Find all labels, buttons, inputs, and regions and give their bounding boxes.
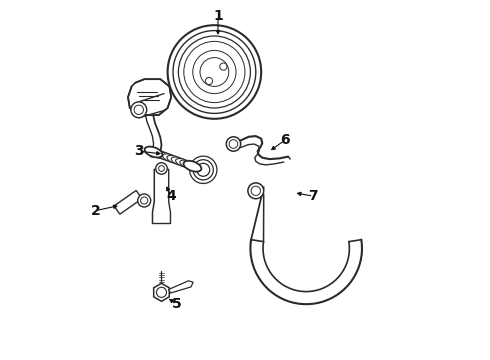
Circle shape bbox=[220, 63, 227, 70]
Circle shape bbox=[168, 25, 261, 119]
Circle shape bbox=[178, 36, 250, 108]
Ellipse shape bbox=[180, 160, 196, 169]
Ellipse shape bbox=[167, 156, 183, 165]
Text: 2: 2 bbox=[91, 204, 100, 217]
Circle shape bbox=[173, 31, 256, 113]
Circle shape bbox=[248, 183, 264, 199]
Circle shape bbox=[131, 102, 147, 118]
Ellipse shape bbox=[146, 148, 162, 157]
Polygon shape bbox=[154, 283, 169, 301]
Circle shape bbox=[190, 156, 217, 184]
Circle shape bbox=[184, 41, 245, 103]
Ellipse shape bbox=[158, 152, 175, 161]
Ellipse shape bbox=[154, 151, 171, 160]
Text: 1: 1 bbox=[213, 9, 223, 23]
Circle shape bbox=[159, 166, 164, 171]
Ellipse shape bbox=[172, 157, 188, 166]
Ellipse shape bbox=[163, 154, 179, 163]
Ellipse shape bbox=[145, 147, 163, 157]
Text: 5: 5 bbox=[172, 297, 181, 311]
Circle shape bbox=[205, 77, 213, 85]
Circle shape bbox=[251, 186, 261, 195]
Ellipse shape bbox=[184, 161, 201, 172]
Text: 3: 3 bbox=[134, 144, 144, 158]
Circle shape bbox=[156, 163, 167, 174]
Text: 4: 4 bbox=[166, 189, 176, 203]
Circle shape bbox=[141, 197, 148, 204]
Circle shape bbox=[193, 160, 213, 180]
Circle shape bbox=[134, 105, 144, 114]
Ellipse shape bbox=[149, 149, 166, 158]
Polygon shape bbox=[169, 281, 193, 293]
Polygon shape bbox=[128, 79, 171, 115]
Circle shape bbox=[138, 194, 151, 207]
Text: 6: 6 bbox=[280, 134, 290, 147]
Text: 7: 7 bbox=[309, 189, 318, 203]
Circle shape bbox=[226, 137, 241, 151]
Circle shape bbox=[197, 163, 210, 176]
Ellipse shape bbox=[175, 158, 192, 167]
Polygon shape bbox=[114, 190, 142, 214]
Circle shape bbox=[229, 140, 238, 148]
